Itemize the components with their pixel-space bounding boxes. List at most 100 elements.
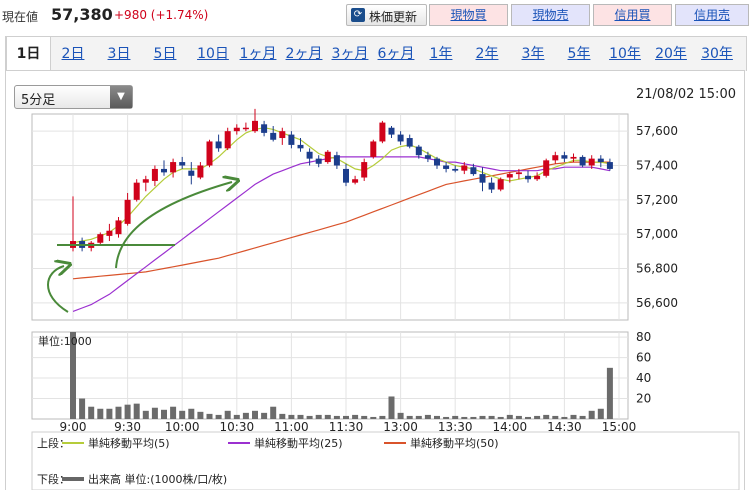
candle bbox=[379, 120, 386, 144]
candle bbox=[315, 155, 322, 168]
candle bbox=[506, 172, 513, 183]
candle bbox=[479, 167, 486, 192]
volume-bar bbox=[270, 406, 277, 419]
volume-tick-label: 20 bbox=[636, 392, 651, 406]
tab-6m[interactable]: 6ヶ月 bbox=[377, 46, 415, 62]
tab-30y[interactable]: 30年 bbox=[701, 46, 733, 62]
volume-bar bbox=[142, 410, 149, 419]
tab-3m[interactable]: 3ヶ月 bbox=[331, 46, 369, 62]
volume-bar bbox=[170, 406, 177, 419]
volume-bar bbox=[197, 411, 204, 419]
volume-bar bbox=[224, 410, 231, 419]
tab-1m[interactable]: 1ヶ月 bbox=[239, 46, 277, 62]
price-plot-frame bbox=[31, 113, 629, 321]
tab-3y[interactable]: 3年 bbox=[521, 46, 545, 62]
x-tick-label: 13:30 bbox=[438, 420, 473, 434]
margin-buy-button[interactable]: 信用買 bbox=[593, 4, 672, 26]
candle bbox=[324, 150, 331, 164]
volume-bar bbox=[606, 367, 613, 419]
candle bbox=[333, 151, 340, 169]
cash-buy-button[interactable]: 現物買 bbox=[429, 4, 508, 26]
candle bbox=[497, 177, 504, 192]
x-tick-label: 11:30 bbox=[329, 420, 364, 434]
volume-bar bbox=[151, 407, 158, 419]
candle-body bbox=[161, 168, 167, 173]
candle bbox=[170, 158, 177, 178]
candle-body bbox=[297, 144, 304, 149]
candle-body bbox=[224, 131, 231, 149]
candle-body bbox=[270, 132, 277, 140]
tab-10d[interactable]: 10日 bbox=[197, 46, 229, 62]
candle bbox=[352, 175, 359, 185]
y-tick-label: 57,200 bbox=[636, 193, 678, 207]
tab-3d[interactable]: 3日 bbox=[107, 46, 131, 62]
volume-bar bbox=[424, 414, 431, 419]
cash-sell-button[interactable]: 現物売 bbox=[511, 4, 590, 26]
volume-bar bbox=[388, 396, 395, 419]
candle-body bbox=[279, 131, 286, 139]
volume-bar bbox=[206, 413, 213, 419]
annotation-layer bbox=[47, 182, 232, 313]
candle-body bbox=[206, 141, 213, 166]
volume-bar bbox=[497, 416, 504, 419]
candle bbox=[197, 162, 204, 180]
candle bbox=[115, 217, 122, 238]
margin-sell-button[interactable]: 信用売 bbox=[675, 4, 749, 26]
sma-25-line bbox=[72, 156, 611, 312]
candle bbox=[488, 177, 495, 193]
candle bbox=[215, 134, 222, 152]
candle-body bbox=[324, 151, 331, 163]
volume-bar bbox=[397, 412, 404, 419]
refresh-icon: ⟳ bbox=[351, 8, 365, 22]
volume-bar bbox=[370, 416, 377, 419]
volume-tick-label: 80 bbox=[636, 330, 651, 344]
tab-2y[interactable]: 2年 bbox=[475, 46, 499, 62]
candle-body bbox=[115, 220, 122, 235]
candle bbox=[579, 155, 586, 168]
tab-20y[interactable]: 20年 bbox=[655, 46, 687, 62]
tab-5y[interactable]: 5年 bbox=[567, 46, 591, 62]
candle bbox=[397, 131, 404, 145]
candle bbox=[434, 156, 440, 169]
y-tick-label: 56,600 bbox=[636, 296, 678, 310]
candle-body bbox=[97, 234, 104, 243]
volume-bar bbox=[215, 414, 222, 419]
candle bbox=[161, 160, 167, 176]
candle bbox=[233, 124, 240, 135]
volume-bar bbox=[79, 398, 86, 419]
y-tick-label: 57,000 bbox=[636, 227, 678, 241]
candle-body bbox=[388, 127, 395, 135]
candle-body bbox=[488, 182, 495, 190]
legend-sma25-label: 単純移動平均(25) bbox=[254, 436, 343, 450]
tab-1d[interactable]: 1日 bbox=[6, 37, 51, 71]
tab-2d[interactable]: 2日 bbox=[61, 46, 85, 62]
x-tick-label: 14:30 bbox=[547, 420, 582, 434]
tab-10y[interactable]: 10年 bbox=[609, 46, 641, 62]
candle-body bbox=[242, 127, 249, 130]
candle-body bbox=[525, 175, 531, 180]
candle bbox=[270, 126, 277, 142]
tab-2m[interactable]: 2ヶ月 bbox=[285, 46, 323, 62]
tab-1y[interactable]: 1年 bbox=[429, 46, 453, 62]
volume-bar bbox=[515, 415, 522, 419]
interval-select[interactable]: 5分足 ▼ bbox=[14, 85, 133, 109]
candle-body bbox=[434, 158, 440, 166]
legend: 上段： 単純移動平均(5) 単純移動平均(25) 単純移動平均(50) 下段： … bbox=[31, 431, 740, 490]
volume-plot-frame bbox=[31, 331, 629, 420]
candle bbox=[443, 162, 450, 173]
refresh-price-button[interactable]: ⟳ 株価更新 bbox=[346, 4, 427, 26]
candle-body bbox=[397, 134, 404, 142]
quote-header: 現在値 57,380 +980 (+1.74%) ⟳ 株価更新 現物買 現物売 … bbox=[0, 0, 749, 32]
volume-bar bbox=[470, 416, 477, 419]
tab-5d[interactable]: 5日 bbox=[153, 46, 177, 62]
candle bbox=[543, 158, 550, 178]
volume-unit-label: 単位:1000 bbox=[38, 334, 92, 348]
candle-body bbox=[424, 155, 431, 159]
candle-body bbox=[461, 165, 468, 171]
candle bbox=[252, 108, 258, 133]
candle bbox=[179, 156, 186, 169]
volume-bar bbox=[379, 415, 386, 419]
candle-body bbox=[370, 141, 377, 157]
volume-bar bbox=[242, 412, 249, 419]
candle bbox=[124, 192, 131, 226]
